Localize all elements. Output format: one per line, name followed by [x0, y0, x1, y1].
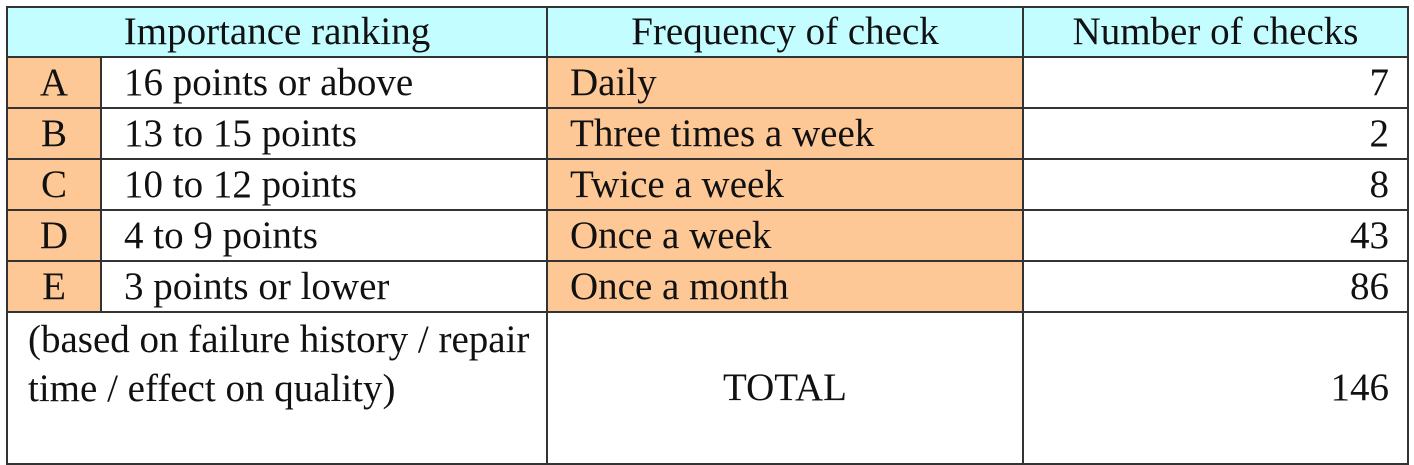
rank-range-cell: 16 points or above	[100, 56, 548, 109]
total-label: TOTAL	[546, 311, 1024, 465]
frequency-cell: Daily	[546, 56, 1024, 109]
rank-letter-cell: E	[6, 260, 102, 313]
checks-count-cell: 2	[1022, 107, 1409, 160]
table-row: B 13 to 15 points Three times a week 2	[6, 107, 1409, 160]
frequency-cell: Twice a week	[546, 158, 1024, 211]
header-frequency-of-check: Frequency of check	[546, 6, 1024, 58]
rank-range-cell: 10 to 12 points	[100, 158, 548, 211]
table-row: C 10 to 12 points Twice a week 8	[6, 158, 1409, 211]
rank-range-cell: 4 to 9 points	[100, 209, 548, 262]
table-header-row: Importance ranking Frequency of check Nu…	[6, 6, 1409, 58]
rank-range-cell: 13 to 15 points	[100, 107, 548, 160]
table-row: D 4 to 9 points Once a week 43	[6, 209, 1409, 262]
scoring-basis-note: (based on failure history / repair time …	[6, 311, 548, 465]
table-row: E 3 points or lower Once a month 86	[6, 260, 1409, 313]
checks-count-cell: 86	[1022, 260, 1409, 313]
header-importance-ranking: Importance ranking	[6, 6, 548, 58]
checks-count-cell: 8	[1022, 158, 1409, 211]
total-row: (based on failure history / repair time …	[6, 311, 1409, 465]
check-frequency-table: Importance ranking Frequency of check Nu…	[6, 6, 1409, 465]
checks-count-cell: 43	[1022, 209, 1409, 262]
frequency-cell: Three times a week	[546, 107, 1024, 160]
rank-letter-cell: D	[6, 209, 102, 262]
rank-range-cell: 3 points or lower	[100, 260, 548, 313]
total-value: 146	[1022, 311, 1409, 465]
table-row: A 16 points or above Daily 7	[6, 56, 1409, 109]
frequency-cell: Once a month	[546, 260, 1024, 313]
checks-count-cell: 7	[1022, 56, 1409, 109]
header-number-of-checks: Number of checks	[1022, 6, 1409, 58]
rank-letter-cell: C	[6, 158, 102, 211]
rank-letter-cell: A	[6, 56, 102, 109]
rank-letter-cell: B	[6, 107, 102, 160]
frequency-cell: Once a week	[546, 209, 1024, 262]
